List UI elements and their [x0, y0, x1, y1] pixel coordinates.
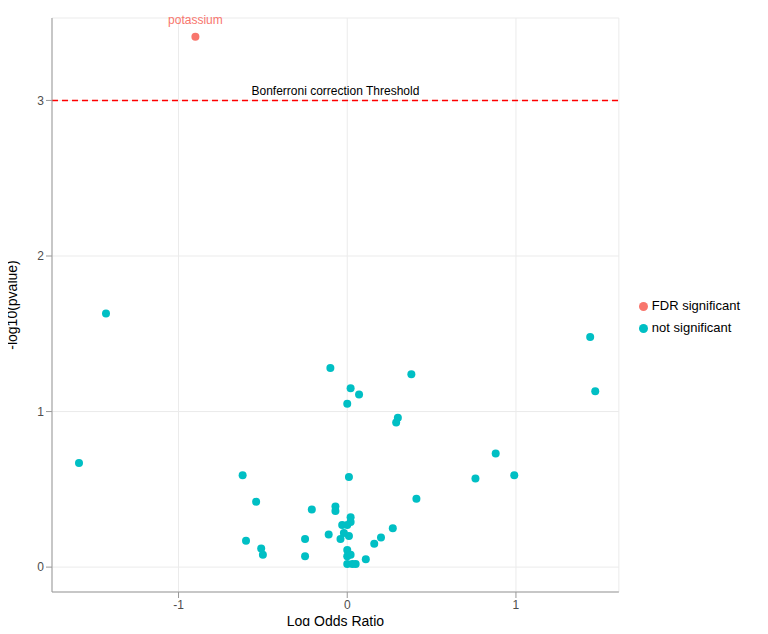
- svg-text:Log Odds Ratio: Log Odds Ratio: [287, 613, 384, 626]
- html-text:FDR significant: FDR significant: [651, 298, 740, 313]
- svg-text:2: 2: [37, 249, 44, 263]
- svg-text:0: 0: [344, 598, 351, 612]
- svg-text:3: 3: [37, 94, 44, 108]
- svg-text:-1: -1: [173, 598, 184, 612]
- svg-text:1: 1: [513, 598, 520, 612]
- html-text:not significant: not significant: [651, 320, 732, 335]
- svg-text:0: 0: [37, 560, 44, 574]
- svg-text:1: 1: [37, 405, 44, 419]
- svg-text:Bonferroni correction Threshol: Bonferroni correction Threshold: [251, 84, 419, 98]
- svg-text:-log10(pvalue): -log10(pvalue): [8, 260, 20, 350]
- svg-text:potassium: potassium: [168, 13, 223, 27]
